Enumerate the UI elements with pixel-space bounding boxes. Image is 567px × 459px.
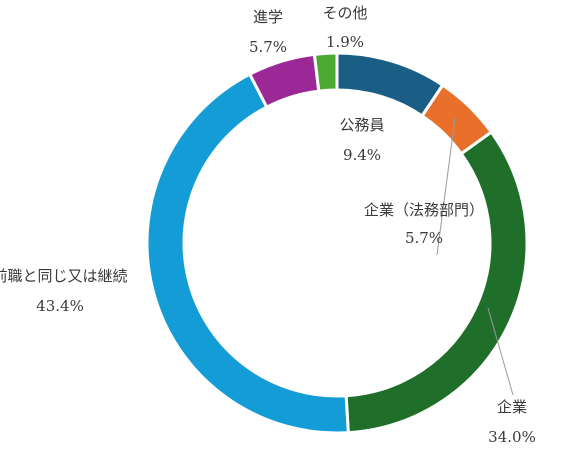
slice-label-5: その他 bbox=[322, 4, 367, 22]
slice-value-5: 1.9% bbox=[326, 33, 364, 51]
slice-value-1: 5.7% bbox=[405, 229, 443, 247]
leader-line-2 bbox=[487, 307, 514, 396]
slice-value-2: 34.0% bbox=[488, 428, 536, 446]
slice-value-3: 43.4% bbox=[36, 297, 84, 315]
slice-label-2: 企業 bbox=[497, 398, 527, 416]
slice-label-1: 企業（法務部門） bbox=[364, 201, 484, 219]
leader-line-1 bbox=[436, 117, 456, 256]
donut-slices bbox=[145, 51, 529, 435]
slice-labels: 公務員 9.4% 企業（法務部門） 5.7% 企業 34.0% 前職と同じ又は継続 43.4%… bbox=[0, 4, 536, 446]
slice-2 bbox=[344, 130, 529, 435]
slice-3 bbox=[145, 72, 350, 435]
slice-label-3: 前職と同じ又は継続 bbox=[0, 267, 128, 285]
slice-label-0: 公務員 bbox=[339, 116, 384, 134]
slice-5 bbox=[312, 51, 339, 93]
slice-value-4: 5.7% bbox=[249, 38, 287, 56]
slice-value-0: 9.4% bbox=[343, 146, 381, 164]
leader-lines bbox=[436, 117, 514, 396]
slice-label-4: 進学 bbox=[253, 8, 283, 26]
